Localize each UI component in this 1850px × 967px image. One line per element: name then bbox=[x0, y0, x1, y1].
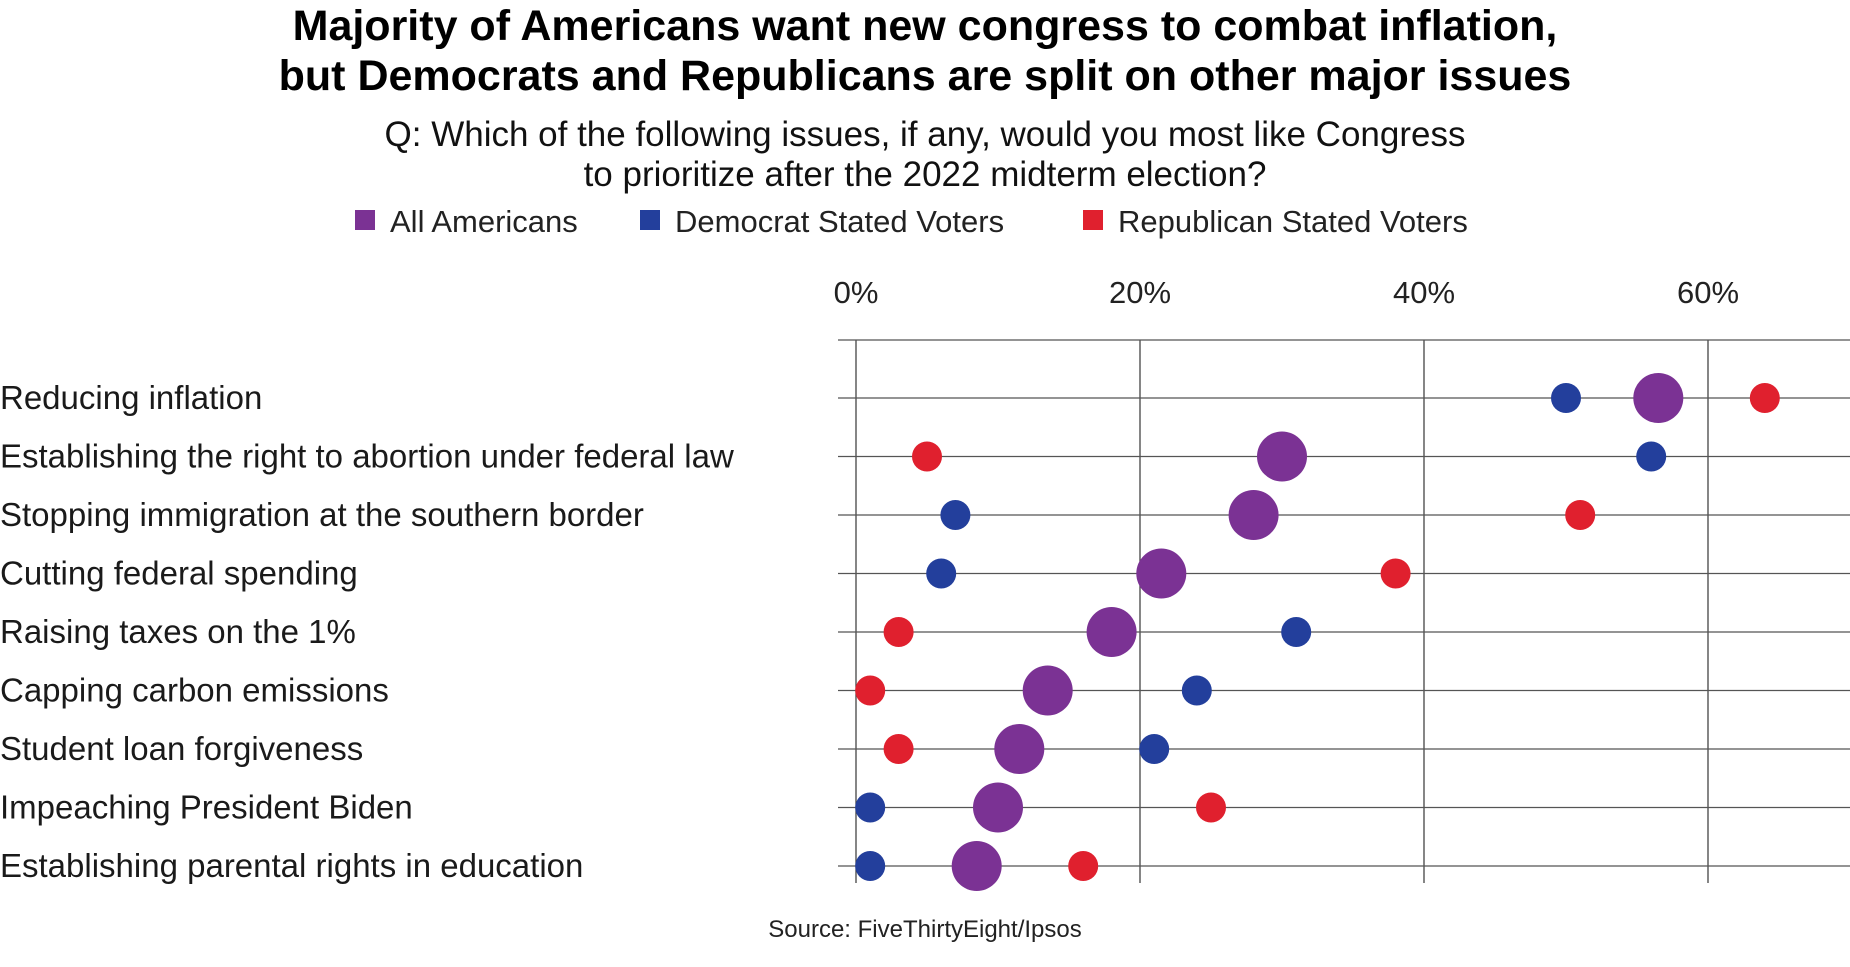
point-republican bbox=[912, 441, 942, 472]
x-axis-ticks: 0% 20% 40% 60% bbox=[834, 275, 1739, 310]
legend-label-all-americans: All Americans bbox=[390, 204, 578, 239]
chart-title-line2: but Democrats and Republicans are split … bbox=[279, 52, 1572, 100]
x-tick-label-0: 0% bbox=[834, 275, 879, 310]
x-tick-label-20: 20% bbox=[1109, 275, 1171, 310]
point-all-americans bbox=[1257, 431, 1307, 482]
point-republican bbox=[1196, 792, 1226, 823]
point-republican bbox=[1068, 851, 1099, 881]
category-labels: Reducing inflation Establishing the right… bbox=[0, 379, 734, 884]
point-democrat bbox=[926, 558, 957, 589]
source-note: Source: FiveThirtyEight/Ipsos bbox=[768, 916, 1081, 943]
point-democrat bbox=[940, 500, 971, 530]
x-tick-label-60: 60% bbox=[1677, 275, 1739, 310]
category-label: Reducing inflation bbox=[0, 379, 262, 416]
chart-subtitle-line2: to prioritize after the 2022 midterm ele… bbox=[584, 155, 1267, 194]
point-all-americans bbox=[951, 841, 1002, 891]
legend-swatch-all-americans bbox=[355, 210, 375, 230]
point-democrat bbox=[855, 792, 886, 823]
legend-item-democrat: Democrat Stated Voters bbox=[640, 204, 1004, 239]
category-label: Capping carbon emissions bbox=[0, 672, 389, 709]
point-all-americans bbox=[1633, 373, 1684, 423]
chart-title-line1: Majority of Americans want new congress … bbox=[293, 2, 1558, 50]
legend-item-all-americans: All Americans bbox=[355, 204, 578, 239]
legend-swatch-democrat bbox=[640, 210, 660, 230]
point-democrat bbox=[1551, 383, 1581, 413]
point-democrat bbox=[1281, 617, 1312, 647]
legend-item-republican: Republican Stated Voters bbox=[1083, 204, 1468, 239]
category-label: Raising taxes on the 1% bbox=[0, 613, 356, 650]
point-all-americans bbox=[1022, 665, 1073, 716]
point-democrat bbox=[1181, 675, 1212, 706]
legend-label-republican: Republican Stated Voters bbox=[1118, 204, 1468, 239]
legend-swatch-republican bbox=[1083, 210, 1103, 230]
point-republican bbox=[883, 617, 914, 647]
point-all-americans bbox=[994, 724, 1045, 774]
category-label: Establishing parental rights in educatio… bbox=[0, 847, 583, 884]
point-democrat bbox=[1636, 441, 1667, 472]
category-label: Impeaching President Biden bbox=[0, 789, 413, 826]
point-republican bbox=[1565, 500, 1596, 530]
point-all-americans bbox=[1136, 548, 1187, 599]
data-points bbox=[855, 373, 1780, 891]
point-all-americans bbox=[1086, 607, 1137, 657]
gridlines bbox=[855, 340, 1709, 883]
chart-subtitle-line1: Q: Which of the following issues, if any… bbox=[385, 115, 1466, 154]
point-all-americans bbox=[973, 782, 1023, 833]
category-label: Establishing the right to abortion under… bbox=[0, 438, 734, 475]
legend: All Americans Democrat Stated Voters Rep… bbox=[355, 204, 1468, 239]
legend-label-democrat: Democrat Stated Voters bbox=[675, 204, 1004, 239]
x-tick-label-40: 40% bbox=[1393, 275, 1455, 310]
point-republican bbox=[883, 734, 914, 764]
category-label: Stopping immigration at the southern bor… bbox=[0, 496, 644, 533]
point-republican bbox=[1749, 383, 1780, 413]
point-republican bbox=[1380, 558, 1411, 589]
point-democrat bbox=[1139, 734, 1170, 764]
category-label: Student loan forgiveness bbox=[0, 730, 363, 767]
category-label: Cutting federal spending bbox=[0, 555, 358, 592]
point-republican bbox=[855, 675, 886, 706]
point-democrat bbox=[855, 851, 886, 881]
point-all-americans bbox=[1228, 490, 1279, 540]
